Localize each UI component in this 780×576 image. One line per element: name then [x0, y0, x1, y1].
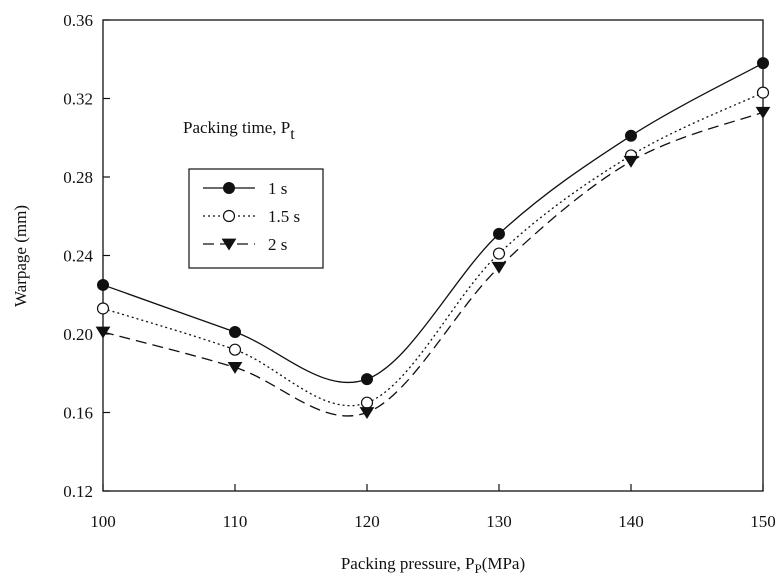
y-axis-ticks: 0.12 0.16 0.20 0.24 0.28 0.32 0.36: [63, 11, 110, 501]
data-point-series-1: [625, 129, 637, 142]
x-tick-label: 130: [486, 512, 512, 531]
x-axis-title-main: Packing pressure, P: [341, 554, 475, 573]
x-axis-ticks: 100 110 120 130 140 150: [90, 484, 776, 531]
y-tick-label: 0.32: [63, 90, 93, 109]
legend-box: [188, 168, 324, 269]
y-tick-label: 0.28: [63, 168, 93, 187]
y-tick-label: 0.12: [63, 482, 93, 501]
data-point-series-1: [229, 326, 241, 339]
y-tick-label: 0.24: [63, 247, 93, 266]
legend-label-2: 1.5 s: [268, 207, 300, 226]
data-point-series-1: [757, 57, 769, 70]
legend-marker-1: [223, 182, 235, 194]
data-point-series-1: [361, 373, 373, 386]
x-tick-label: 100: [90, 512, 116, 531]
data-point-series-1: [97, 278, 109, 291]
data-point-series-3: [623, 155, 639, 168]
y-tick-label: 0.16: [63, 404, 93, 423]
y-tick-label: 0.36: [63, 11, 93, 30]
legend-title-main: Packing time, P: [183, 118, 290, 137]
x-tick-label: 150: [750, 512, 776, 531]
x-axis-title-subscript: P: [474, 561, 481, 576]
legend-title-subscript: t: [290, 126, 295, 143]
y-axis-title: Warpage (mm): [11, 205, 30, 307]
data-point-series-3: [755, 106, 771, 119]
legend-label-1: 1 s: [268, 179, 287, 198]
data-point-series-1: [493, 227, 505, 240]
data-point-series-3: [491, 261, 507, 274]
data-point-series-2: [756, 86, 770, 99]
legend-title: Packing time, Pt: [183, 118, 295, 143]
x-axis-title-unit: (MPa): [482, 554, 525, 573]
data-point-series-3: [359, 407, 375, 419]
x-axis-title: Packing pressure, PP(MPa): [341, 554, 525, 576]
series-markers: [95, 57, 771, 419]
legend-marker-2: [222, 209, 236, 223]
data-point-series-2: [492, 247, 506, 260]
x-tick-label: 140: [618, 512, 644, 531]
data-point-series-2: [360, 396, 374, 409]
data-point-series-2: [228, 343, 242, 356]
legend-items: 1 s 1.5 s 2 s: [203, 179, 300, 254]
data-point-series-3: [227, 361, 243, 374]
y-tick-label: 0.20: [63, 325, 93, 344]
series-line-2: [102, 92, 764, 407]
data-point-series-2: [96, 302, 110, 315]
legend-label-3: 2 s: [268, 235, 287, 254]
x-tick-label: 120: [354, 512, 380, 531]
data-point-series-3: [95, 326, 111, 339]
x-tick-label: 110: [223, 512, 248, 531]
legend-marker-3: [221, 238, 237, 251]
